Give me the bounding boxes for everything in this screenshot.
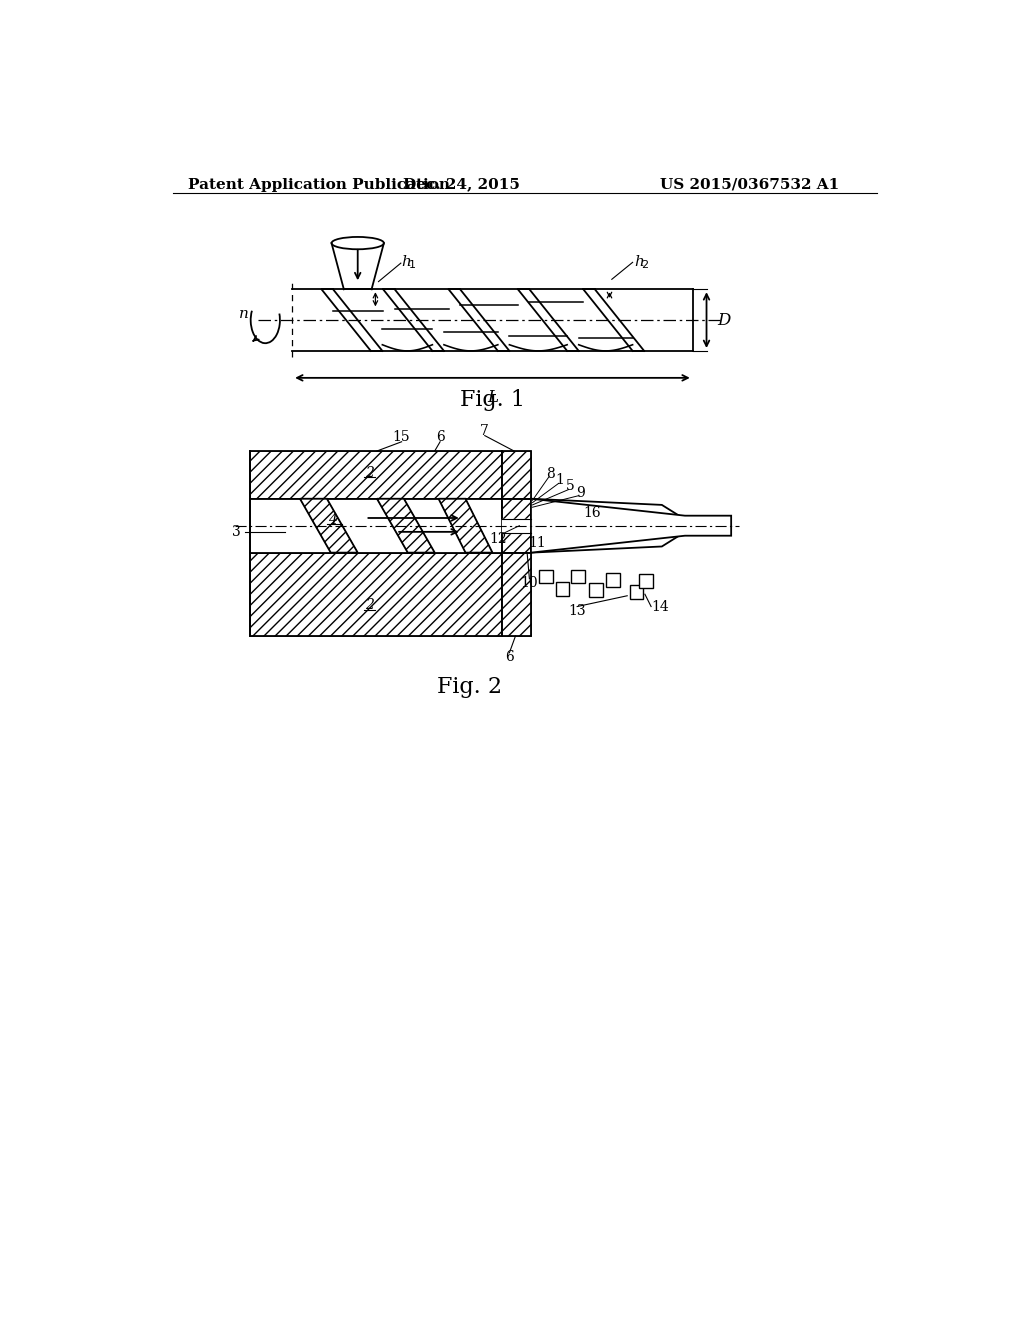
Text: 2: 2 (641, 260, 648, 269)
Bar (502, 553, 531, 636)
Text: Fig. 2: Fig. 2 (437, 676, 502, 698)
Text: 2: 2 (365, 598, 374, 612)
Text: 13: 13 (568, 605, 586, 618)
Bar (502, 499, 531, 553)
Text: h: h (401, 255, 412, 269)
Bar (556, 582, 569, 595)
Text: 1: 1 (409, 260, 416, 271)
Text: h: h (634, 255, 644, 268)
Bar (639, 574, 652, 589)
Text: 4: 4 (328, 513, 337, 527)
Polygon shape (438, 499, 493, 553)
Polygon shape (300, 499, 357, 553)
Text: 15: 15 (393, 430, 411, 444)
Text: 6: 6 (436, 430, 444, 444)
Text: D: D (717, 312, 731, 329)
Bar (502, 451, 531, 499)
Text: 2: 2 (365, 466, 374, 479)
Text: 11: 11 (528, 536, 546, 550)
Bar (250, 553, 502, 636)
Bar (502, 499, 531, 553)
Polygon shape (531, 499, 731, 553)
Text: 7: 7 (480, 424, 489, 438)
Polygon shape (531, 499, 692, 524)
Text: Patent Application Publication: Patent Application Publication (188, 178, 451, 191)
Text: 8: 8 (546, 467, 555, 480)
Text: 9: 9 (575, 486, 585, 499)
Text: 5: 5 (566, 479, 574, 494)
Bar (250, 451, 502, 499)
Text: n: n (239, 308, 249, 321)
Bar (502, 553, 531, 636)
Text: 16: 16 (584, 506, 601, 520)
Bar (250, 553, 502, 636)
Bar (539, 570, 553, 583)
Polygon shape (377, 499, 435, 553)
Bar (571, 570, 585, 583)
Text: L: L (487, 388, 498, 405)
Text: Fig. 1: Fig. 1 (460, 389, 525, 412)
Bar (502, 451, 531, 499)
Text: 10: 10 (520, 577, 539, 590)
Text: 6: 6 (505, 651, 514, 664)
Bar (250, 451, 502, 499)
Bar (630, 585, 643, 599)
Text: 14: 14 (651, 599, 670, 614)
Text: Dec. 24, 2015: Dec. 24, 2015 (403, 178, 520, 191)
Bar (590, 583, 603, 598)
Text: 3: 3 (232, 525, 242, 539)
Bar (250, 499, 502, 553)
Text: 12: 12 (489, 532, 508, 545)
Text: 1: 1 (556, 474, 564, 487)
Polygon shape (531, 527, 692, 553)
Text: US 2015/0367532 A1: US 2015/0367532 A1 (659, 178, 839, 191)
Bar (606, 573, 621, 586)
